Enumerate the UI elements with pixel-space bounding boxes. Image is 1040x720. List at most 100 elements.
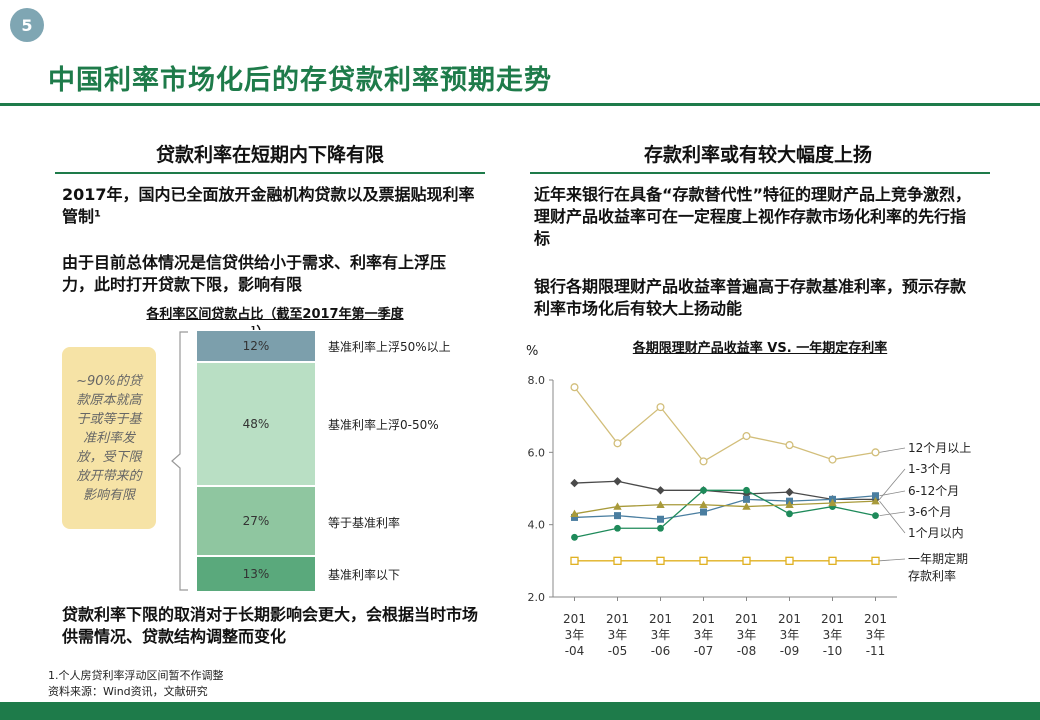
x-tick-label: 201 — [563, 612, 586, 626]
segment-value: 48% — [242, 417, 270, 431]
legend-leader — [879, 447, 906, 453]
data-point — [657, 515, 664, 523]
data-point — [614, 512, 621, 520]
legend-label: 存款利率 — [908, 568, 956, 583]
x-tick-label: -11 — [866, 644, 886, 658]
segment-value: 12% — [242, 339, 270, 353]
segment-value: 13% — [242, 567, 270, 581]
page-title: 中国利率市场化后的存贷款利率预期走势 — [48, 65, 552, 96]
footnote-source: 资料来源：Wind资讯，文献研究 — [48, 685, 208, 698]
footer-bar — [0, 702, 1040, 720]
callout-text: ~90%的贷款原本就高于或等于基准利率发放，受下限放开带来的影响有限 — [76, 373, 142, 503]
data-point — [656, 556, 665, 565]
data-point — [613, 439, 622, 448]
segment-label-above-50: 基准利率上浮50%以上 — [328, 340, 451, 354]
data-point — [570, 383, 579, 392]
series-line-3 — [574, 489, 876, 538]
x-tick-label: -08 — [737, 644, 757, 658]
legend-label: 12个月以上 — [908, 441, 971, 455]
legend-leader — [879, 558, 906, 562]
right-section-heading: 存款利率或有较大幅度上扬 — [643, 144, 872, 166]
segment-0-50: 48% — [196, 362, 316, 486]
footnote-1: 1.个人房贷利率浮动区间暂不作调整 — [48, 669, 224, 682]
x-tick-label: 3年 — [565, 628, 585, 642]
data-point — [785, 500, 794, 508]
segment-label-below: 基准利率以下 — [328, 568, 401, 582]
data-point — [699, 500, 708, 508]
x-tick-label: -04 — [565, 644, 585, 658]
x-tick-label: 3年 — [737, 628, 757, 642]
x-tick-label: 3年 — [866, 628, 886, 642]
stacked-bar: 12% 48% 27% 13% — [196, 330, 316, 592]
right-section-divider — [530, 172, 990, 174]
y-tick-label: 4.0 — [528, 519, 546, 532]
line-chart: % 2.0 4.0 6.0 8.0 201 3年 -04 201 3年 -05 201 3年 -06 201… — [526, 344, 971, 658]
data-point — [828, 498, 837, 507]
data-point — [785, 487, 794, 497]
page-number-badge: 5 — [10, 8, 44, 42]
x-tick-label: 201 — [606, 612, 629, 626]
data-point — [570, 509, 579, 518]
data-point — [699, 457, 708, 466]
data-point — [743, 495, 750, 503]
x-tick-label: -07 — [694, 644, 714, 658]
data-point — [571, 513, 578, 521]
data-point — [871, 556, 880, 565]
legend-label: 1个月以内 — [908, 526, 964, 540]
data-point — [613, 556, 622, 565]
y-tick-label: 2.0 — [528, 591, 546, 604]
data-point — [700, 508, 707, 516]
data-point — [742, 556, 751, 565]
left-section-divider — [55, 172, 485, 174]
data-point — [656, 486, 665, 495]
data-point — [614, 524, 621, 532]
data-point — [871, 448, 880, 457]
x-tick-label: -06 — [651, 644, 671, 658]
data-point — [828, 455, 837, 464]
x-tick-label: -10 — [823, 644, 843, 658]
data-point — [872, 512, 879, 520]
data-point — [742, 432, 751, 441]
x-tick-label: 3年 — [694, 628, 714, 642]
left-paragraph-2: 由于目前总体情况是信贷供给小于需求、利率有上浮压力，此时打开贷款下限，影响有限 — [62, 253, 447, 294]
x-tick-label: 3年 — [608, 628, 628, 642]
legend-leader — [879, 490, 906, 497]
title-divider — [0, 103, 1040, 106]
segment-value: 27% — [242, 514, 270, 528]
data-point — [699, 556, 708, 565]
legend-leader — [879, 500, 906, 534]
left-section-heading: 贷款利率在短期内下降有限 — [155, 144, 384, 166]
line-chart-title: 各期限理财产品收益率 VS. 一年期定存利率 — [632, 341, 888, 356]
data-point — [570, 556, 579, 565]
data-point — [872, 492, 879, 500]
x-tick-label: 201 — [735, 612, 758, 626]
data-point — [743, 486, 750, 494]
data-point — [785, 556, 794, 565]
x-tick-label: 201 — [821, 612, 844, 626]
data-point — [613, 477, 622, 486]
data-point — [657, 524, 664, 532]
data-point — [613, 502, 622, 510]
series-line-1 — [574, 480, 876, 501]
x-tick-label: 3年 — [823, 628, 843, 642]
data-point — [742, 502, 751, 510]
segment-below: 13% — [196, 556, 316, 592]
left-conclusion: 贷款利率下限的取消对于长期影响会更大，会根据当时市场供需情况、贷款结构调整而变化 — [62, 605, 479, 646]
legend-label: 一年期定期 — [908, 551, 968, 566]
right-paragraph-2: 银行各期限理财产品收益率普遍高于存款基准利率，预示存款利率市场化后有较大上扬动能 — [534, 277, 967, 318]
legend-label: 3-6个月 — [908, 505, 952, 519]
data-point — [786, 510, 793, 518]
series-line-0 — [573, 386, 876, 463]
bar-chart-title: 各利率区间贷款占比（截至2017年第一季度 — [146, 307, 404, 322]
callout-note: ~90%的贷款原本就高于或等于基准利率发放，受下限放开带来的影响有限 — [62, 347, 156, 529]
data-point — [828, 556, 837, 565]
x-tick-label: 201 — [649, 612, 672, 626]
x-tick-label: 3年 — [651, 628, 671, 642]
series-line-4 — [574, 500, 876, 515]
x-tick-label: 3年 — [780, 628, 800, 642]
bracket-shape — [171, 331, 188, 591]
legend-leader — [879, 468, 906, 500]
data-point — [785, 441, 794, 450]
legend-label: 6-12个月 — [908, 484, 959, 498]
x-tick-label: -05 — [608, 644, 628, 658]
